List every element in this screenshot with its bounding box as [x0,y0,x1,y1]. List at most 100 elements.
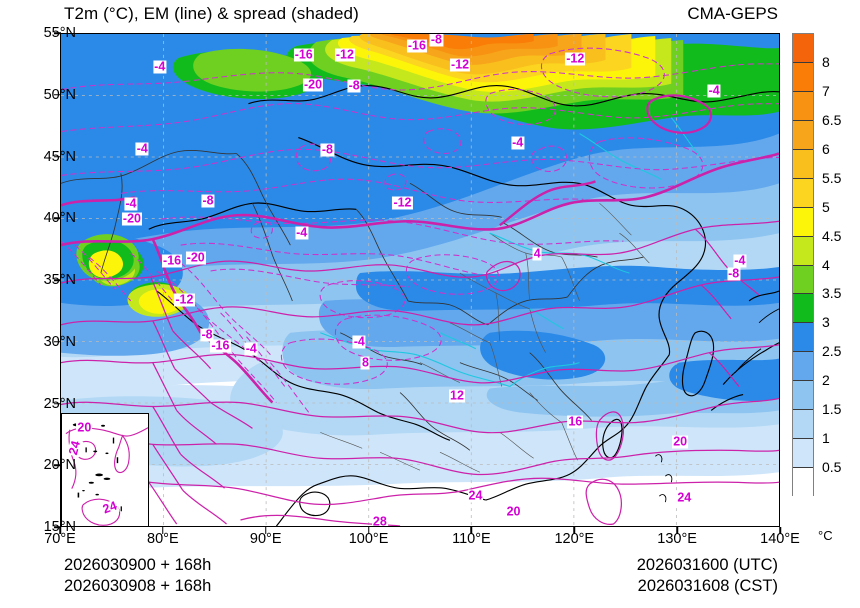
map-coastlines-borders [61,85,779,526]
contour-value-label: 16 [567,414,584,429]
contour-value-label: -4 [124,196,138,211]
contour-value-label: 20 [672,434,689,449]
contour-value-label: -8 [200,327,214,342]
x-axis-tick-mark [367,527,370,534]
contour-value-label: -4 [352,334,366,348]
x-axis-tick-label: 70°E [44,531,76,547]
colorbar-band [793,265,813,295]
x-axis-tick-label: 130°E [657,531,697,547]
x-axis-tick-mark [59,527,61,534]
contour-value-label: -20 [121,211,143,226]
colorbar-band [793,120,813,150]
contour-value-label: 4 [532,246,542,261]
contour-value-label: 28 [371,514,388,527]
contour-value-label: -4 [511,135,525,150]
colorbar-band [793,410,813,440]
contour-value-label: -12 [450,57,471,72]
contour-value-label: -8 [347,78,361,93]
y-axis-tick-mark [54,94,61,96]
y-axis-tick-label: 35°N [43,272,76,288]
footer-valid-cst: 2026031608 (CST) [637,577,778,595]
colorbar-tick-label: 7 [822,82,830,99]
colorbar-band [793,149,813,179]
y-axis-tick-mark [54,464,61,466]
y-axis-tick-mark [54,32,61,34]
contour-value-label: 12 [449,388,465,403]
x-axis-tick-label: 100°E [348,531,389,547]
contour-value-label: -16 [162,253,183,268]
y-axis-tick-mark [54,279,61,281]
y-axis-tick-label: 40°N [43,210,76,227]
footer-valid-utc: 2026031600 (UTC) [636,556,778,574]
colorbar-band [793,439,813,469]
y-axis-tick-mark [54,402,61,405]
y-axis-tick-label: 50°N [43,86,76,103]
x-axis-tick-mark [676,527,678,534]
y-axis-tick-mark [54,155,61,158]
colorbar-band [793,468,813,497]
colorbar-band [793,178,813,208]
x-axis-tick-label: 80°E [147,531,179,547]
colorbar-tick-label: 0.5 [822,459,842,476]
colorbar [792,33,814,497]
colorbar-tick-label: 4.5 [822,227,842,244]
colorbar-unit: °C [818,528,833,543]
contour-value-label: -4 [244,341,258,356]
x-axis-tick-label: 90°E [249,531,282,547]
colorbar-band [793,323,813,353]
colorbar-tick-label: 5 [822,198,830,215]
colorbar-band [793,34,813,63]
model-label: CMA-GEPS [687,4,778,23]
page-title: T2m (°C), EM (line) & spread (shaded) [64,4,359,23]
x-axis-tick-mark [264,527,267,534]
x-axis-tick-mark [779,527,781,534]
contour-value-label: -12 [565,51,586,66]
colorbar-band [793,381,813,411]
colorbar-band [793,294,813,324]
spread-shaded-field [61,34,779,526]
colorbar-tick-label: 8 [822,53,830,70]
y-axis-tick-label: 45°N [43,148,76,165]
colorbar-band [793,91,813,121]
contour-value-label: 8 [360,355,370,369]
y-axis-tick-label: 55°N [43,25,76,41]
colorbar-tick-label: 6.5 [822,111,842,128]
colorbar-tick-label: 1 [822,430,830,447]
x-axis-tick-label: 110°E [452,531,491,547]
contour-value-label: -20 [302,77,324,92]
colorbar-tick-label: 5.5 [822,169,842,186]
y-axis-tick-label: 20°N [43,457,76,474]
y-axis-tick-mark [54,217,61,219]
x-axis-tick-mark [573,527,576,534]
south-china-sea-inset: 20 24 24 [61,413,149,526]
contour-value-label: -4 [733,253,747,268]
colorbar-tick-label: 1.5 [822,401,842,418]
y-axis-tick-label: 30°N [43,333,76,350]
colorbar-band [793,62,813,92]
map-plot-area: 20 24 24 -4 -16 -16 -8 -12 -12 -12 -20 -8 -4 -4 -8-… [60,33,780,527]
contour-value-label: -16 [293,47,314,62]
y-axis-tick-label: 25°N [43,395,76,412]
contour-value-label: -8 [429,33,443,47]
y-axis-tick-mark [54,341,61,343]
contour-value-label: -12 [174,292,195,307]
contour-label-layer: -4 -16 -16 -8 -12 -12 -12 -20 -8 -4 -4 -8 -4 -4 -8 -20-… [61,34,779,526]
contour-value-label: -16 [210,338,231,353]
colorbar-tick-label: 3.5 [822,285,842,302]
colorbar-tick-label: 3 [822,314,830,331]
colorbar-band [793,236,813,266]
contour-value-label: -4 [295,225,309,240]
ensemble-mean-contours [61,47,779,526]
contour-value-label: 24 [676,490,693,505]
x-axis-tick-mark [470,527,473,534]
contour-value-label: 24 [467,488,484,503]
colorbar-band [793,207,813,237]
x-axis-tick-mark [162,527,164,534]
footer-init-utc: 2026030900 + 168h [64,556,212,574]
contour-value-label: 20 [505,504,522,519]
contour-value-label: -8 [320,142,334,157]
contour-value-label: -12 [392,195,413,210]
contour-value-label: -12 [334,47,355,62]
footer-init-cst: 2026030908 + 168h [64,577,212,595]
x-axis-tick-label: 120°E [554,531,595,547]
